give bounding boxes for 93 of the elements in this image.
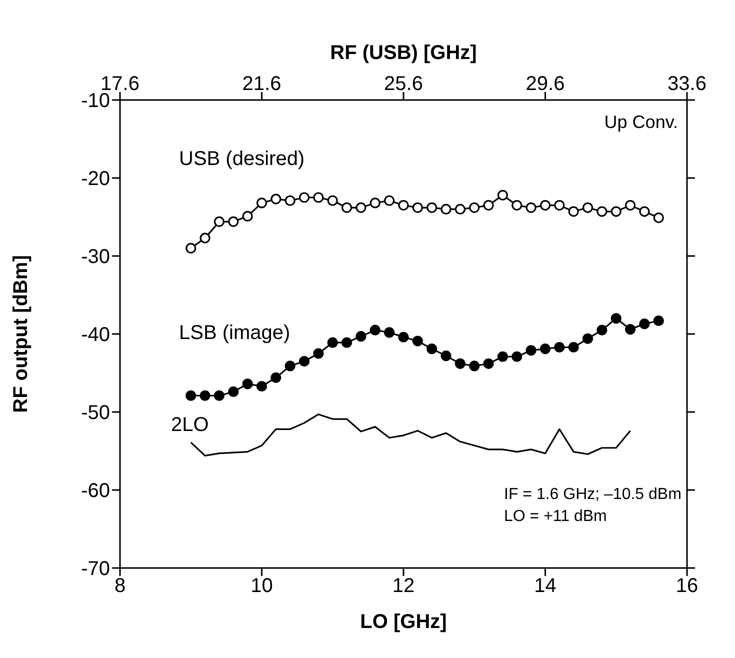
x2-tick-label: 21.6 — [242, 73, 282, 95]
point — [313, 348, 324, 359]
point — [298, 192, 310, 203]
point — [512, 351, 522, 362]
point — [313, 192, 324, 203]
y-tick-label: -50 — [81, 402, 110, 424]
point — [186, 242, 196, 254]
point — [625, 200, 636, 211]
y-tick-label: -40 — [81, 324, 110, 346]
point — [384, 327, 395, 338]
annotation: Up Conv. — [604, 112, 678, 133]
point — [412, 336, 423, 346]
point — [270, 194, 282, 204]
x2-tick-label: 29.6 — [526, 73, 565, 95]
point — [200, 232, 210, 244]
point — [454, 358, 466, 369]
point — [370, 324, 380, 336]
point — [228, 216, 239, 227]
point — [327, 337, 338, 348]
point — [568, 342, 579, 353]
point — [214, 390, 225, 401]
series-label: 2LO — [171, 414, 209, 438]
annotation: LO = +11 dBm — [504, 508, 607, 526]
point — [625, 324, 636, 335]
x2-axis-title: RF (USB) [GHz] — [330, 42, 477, 64]
point — [298, 356, 310, 367]
point — [596, 206, 608, 217]
point — [653, 315, 664, 326]
point — [454, 204, 466, 214]
point — [639, 206, 650, 217]
point — [242, 378, 253, 390]
point — [540, 200, 551, 211]
point — [370, 198, 380, 208]
point — [497, 190, 508, 200]
point — [242, 210, 253, 222]
x2-tick-label: 33.6 — [668, 73, 706, 95]
x-tick-label: 10 — [250, 575, 273, 598]
point — [639, 318, 650, 330]
series-label: LSB (image) — [179, 322, 290, 345]
x-axis-title: LO [GHz] — [360, 611, 447, 633]
point — [512, 200, 522, 211]
point — [526, 345, 536, 356]
y-axis-title: RF output [dBm] — [10, 255, 32, 413]
point — [412, 202, 423, 213]
point — [554, 342, 565, 353]
point — [228, 386, 239, 398]
x-tick-label: 8 — [114, 575, 126, 598]
point — [384, 195, 395, 206]
point — [440, 204, 452, 214]
point — [284, 195, 296, 206]
point — [200, 390, 210, 401]
x-tick-label: 12 — [392, 575, 415, 598]
point — [342, 337, 352, 348]
point — [483, 200, 494, 211]
point — [440, 350, 452, 362]
series-label: USB (desired) — [179, 148, 305, 172]
point — [540, 344, 551, 354]
point — [568, 206, 579, 217]
point — [270, 372, 282, 383]
point — [356, 202, 366, 213]
point — [582, 333, 594, 344]
point — [214, 216, 225, 227]
y-tick-label: -20 — [81, 168, 110, 190]
x-tick-label: 16 — [676, 575, 698, 598]
point — [256, 380, 268, 392]
point — [398, 332, 409, 342]
y-tick-label: -30 — [81, 246, 110, 268]
point — [327, 195, 338, 206]
annotation: IF = 1.6 GHz; –10.5 dBm — [504, 486, 682, 504]
point — [526, 202, 536, 213]
point — [398, 200, 409, 211]
y-tick-label: -70 — [81, 558, 110, 580]
point — [483, 358, 494, 369]
point — [284, 360, 296, 372]
x-tick-label: 14 — [534, 575, 556, 598]
y-tick-label: -10 — [81, 90, 110, 112]
point — [596, 324, 608, 336]
point — [469, 202, 480, 213]
point — [186, 390, 196, 401]
x2-tick-label: 25.6 — [384, 73, 423, 95]
point — [497, 351, 508, 362]
y-tick-label: -60 — [81, 480, 110, 502]
point — [653, 212, 664, 224]
point — [582, 202, 594, 213]
point — [356, 331, 366, 342]
point — [554, 200, 565, 211]
point — [610, 313, 622, 324]
point — [426, 202, 438, 213]
point — [426, 344, 438, 354]
point — [342, 202, 352, 213]
point — [469, 360, 480, 372]
point — [610, 206, 622, 217]
point — [256, 198, 268, 208]
